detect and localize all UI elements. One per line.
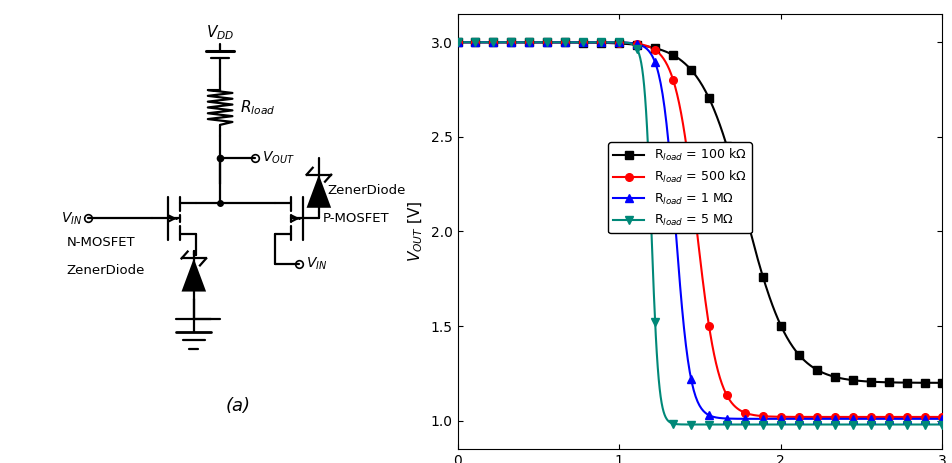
Legend: R$_{load}$ = 100 k$\Omega$, R$_{load}$ = 500 k$\Omega$, R$_{load}$ = 1 M$\Omega$: R$_{load}$ = 100 k$\Omega$, R$_{load}$ =… [608,142,752,233]
Text: ZenerDiode: ZenerDiode [67,264,145,277]
Text: P-MOSFET: P-MOSFET [324,212,390,225]
Text: ZenerDiode: ZenerDiode [327,184,406,197]
Text: $V_{DD}$: $V_{DD}$ [206,24,234,42]
Polygon shape [182,258,206,292]
Polygon shape [307,175,331,208]
Text: N-MOSFET: N-MOSFET [67,236,135,249]
Text: $R_{load}$: $R_{load}$ [240,98,275,117]
Text: (a): (a) [226,397,250,414]
Text: $V_{OUT}$: $V_{OUT}$ [262,149,295,166]
Text: $V_{IN}$: $V_{IN}$ [306,256,327,272]
Text: $V_{IN}$: $V_{IN}$ [61,210,82,227]
Y-axis label: $V_{OUT}$ [V]: $V_{OUT}$ [V] [407,201,426,262]
